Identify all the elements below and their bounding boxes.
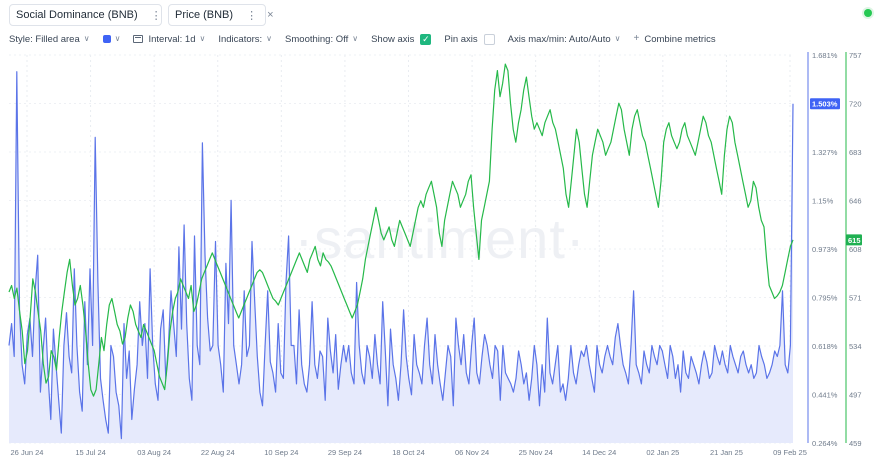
chevron-down-icon: ∨ — [199, 33, 206, 43]
left-axis-tick: 0.618% — [812, 342, 838, 351]
indicators-dropdown[interactable]: Indicators: ∨ — [218, 34, 272, 45]
x-axis-tick: 09 Feb 25 — [773, 448, 807, 457]
chevron-down-icon: ∨ — [352, 33, 359, 43]
chart-axes: 1.681% 1.503% 1.327% 1.15% 0.973% 0.795% 0.618… — [11, 51, 862, 457]
price-value-text: 615 — [848, 236, 861, 245]
x-axis-tick: 03 Aug 24 — [137, 448, 171, 457]
chevron-down-icon: ∨ — [614, 33, 621, 43]
right-axis-tick: 459 — [849, 439, 862, 448]
metric-tab-price[interactable]: Price (BNB) ⋮ × — [168, 4, 274, 26]
santiment-watermark: ·santiment· — [294, 207, 585, 270]
left-axis-tick: 0.973% — [812, 245, 838, 254]
plus-icon: + — [633, 32, 640, 44]
chart-toolbar: Style: Filled area ∨ ∨ Interval: 1d ∨ In… — [9, 32, 729, 46]
combine-label: Combine metrics — [644, 33, 716, 45]
pin-axis-checkbox[interactable] — [483, 33, 495, 45]
right-axis-tick: 720 — [849, 100, 862, 109]
show-axis-checkbox[interactable]: ✓ — [420, 33, 432, 45]
right-axis-tick: 571 — [849, 294, 862, 303]
interval-label: Interval: 1d — [148, 33, 196, 45]
price-value-badge — [846, 234, 862, 246]
right-axis-tick: 683 — [849, 148, 862, 157]
color-swatch — [102, 35, 111, 43]
left-axis-tick: 0.441% — [812, 391, 838, 400]
interval-dropdown[interactable]: Interval: 1d ∨ — [133, 34, 205, 45]
color-picker[interactable]: ∨ — [102, 33, 121, 44]
right-axis-tick: 497 — [849, 391, 862, 400]
x-axis-tick: 22 Aug 24 — [201, 448, 235, 457]
x-axis-tick: 26 Jun 24 — [11, 448, 44, 457]
chevron-down-icon: ∨ — [114, 33, 121, 43]
price-line — [8, 63, 794, 397]
axis-maxmin-dropdown[interactable]: Axis max/min: Auto/Auto ∨ — [508, 34, 621, 45]
live-status-icon — [864, 9, 872, 17]
x-axis-tick: 15 Jul 24 — [75, 448, 105, 457]
right-axis-tick: 608 — [849, 245, 862, 254]
right-axis-tick: 757 — [849, 51, 862, 60]
x-axis-tick: 06 Nov 24 — [455, 448, 489, 457]
x-axis-tick: 02 Jan 25 — [646, 448, 679, 457]
pin-axis-label: Pin axis — [444, 33, 478, 45]
metric-label: Price (BNB) — [175, 9, 234, 21]
indicators-label: Indicators: — [218, 33, 263, 45]
axis-maxmin-label: Axis max/min: Auto/Auto — [507, 33, 611, 45]
metric-close-icon[interactable]: × — [267, 9, 274, 21]
calendar-icon — [133, 35, 144, 43]
x-axis-tick: 25 Nov 24 — [519, 448, 553, 457]
smoothing-label: Smoothing: Off — [285, 33, 349, 45]
style-label: Style: Filled area — [9, 33, 80, 45]
social-dominance-line — [8, 71, 794, 440]
show-axis-toggle[interactable]: Show axis ✓ — [371, 33, 432, 45]
series-layer — [8, 63, 794, 443]
pin-axis-toggle[interactable]: Pin axis — [444, 33, 495, 45]
x-axis-tick: 14 Dec 24 — [582, 448, 616, 457]
right-axis-tick: 646 — [849, 197, 862, 206]
metric-label: Social Dominance (BNB) — [16, 9, 138, 21]
left-axis-tick: 0.264% — [812, 439, 838, 448]
smoothing-dropdown[interactable]: Smoothing: Off ∨ — [285, 34, 358, 45]
combine-metrics-button[interactable]: + Combine metrics — [633, 32, 716, 45]
social-dominance-value-text: 1.503% — [812, 100, 838, 109]
x-axis-tick: 18 Oct 24 — [392, 448, 425, 457]
social-dominance-value-badge — [810, 98, 840, 110]
left-axis-tick: 1.327% — [812, 148, 838, 157]
left-axis-tick: 1.15% — [812, 197, 834, 206]
chevron-down-icon: ∨ — [266, 33, 273, 43]
metric-menu-icon[interactable]: ⋮ — [246, 9, 258, 22]
x-axis-tick: 21 Jan 25 — [710, 448, 743, 457]
left-axis-tick: 0.795% — [812, 294, 838, 303]
right-axis-tick: 534 — [849, 342, 862, 351]
style-dropdown[interactable]: Style: Filled area ∨ — [9, 34, 90, 45]
x-axis-tick: 29 Sep 24 — [328, 448, 362, 457]
chevron-down-icon: ∨ — [83, 33, 90, 43]
x-axis-tick: 10 Sep 24 — [264, 448, 298, 457]
metric-menu-icon[interactable]: ⋮ — [150, 9, 162, 22]
left-axis-tick: 1.681% — [812, 51, 838, 60]
show-axis-label: Show axis — [371, 33, 415, 45]
